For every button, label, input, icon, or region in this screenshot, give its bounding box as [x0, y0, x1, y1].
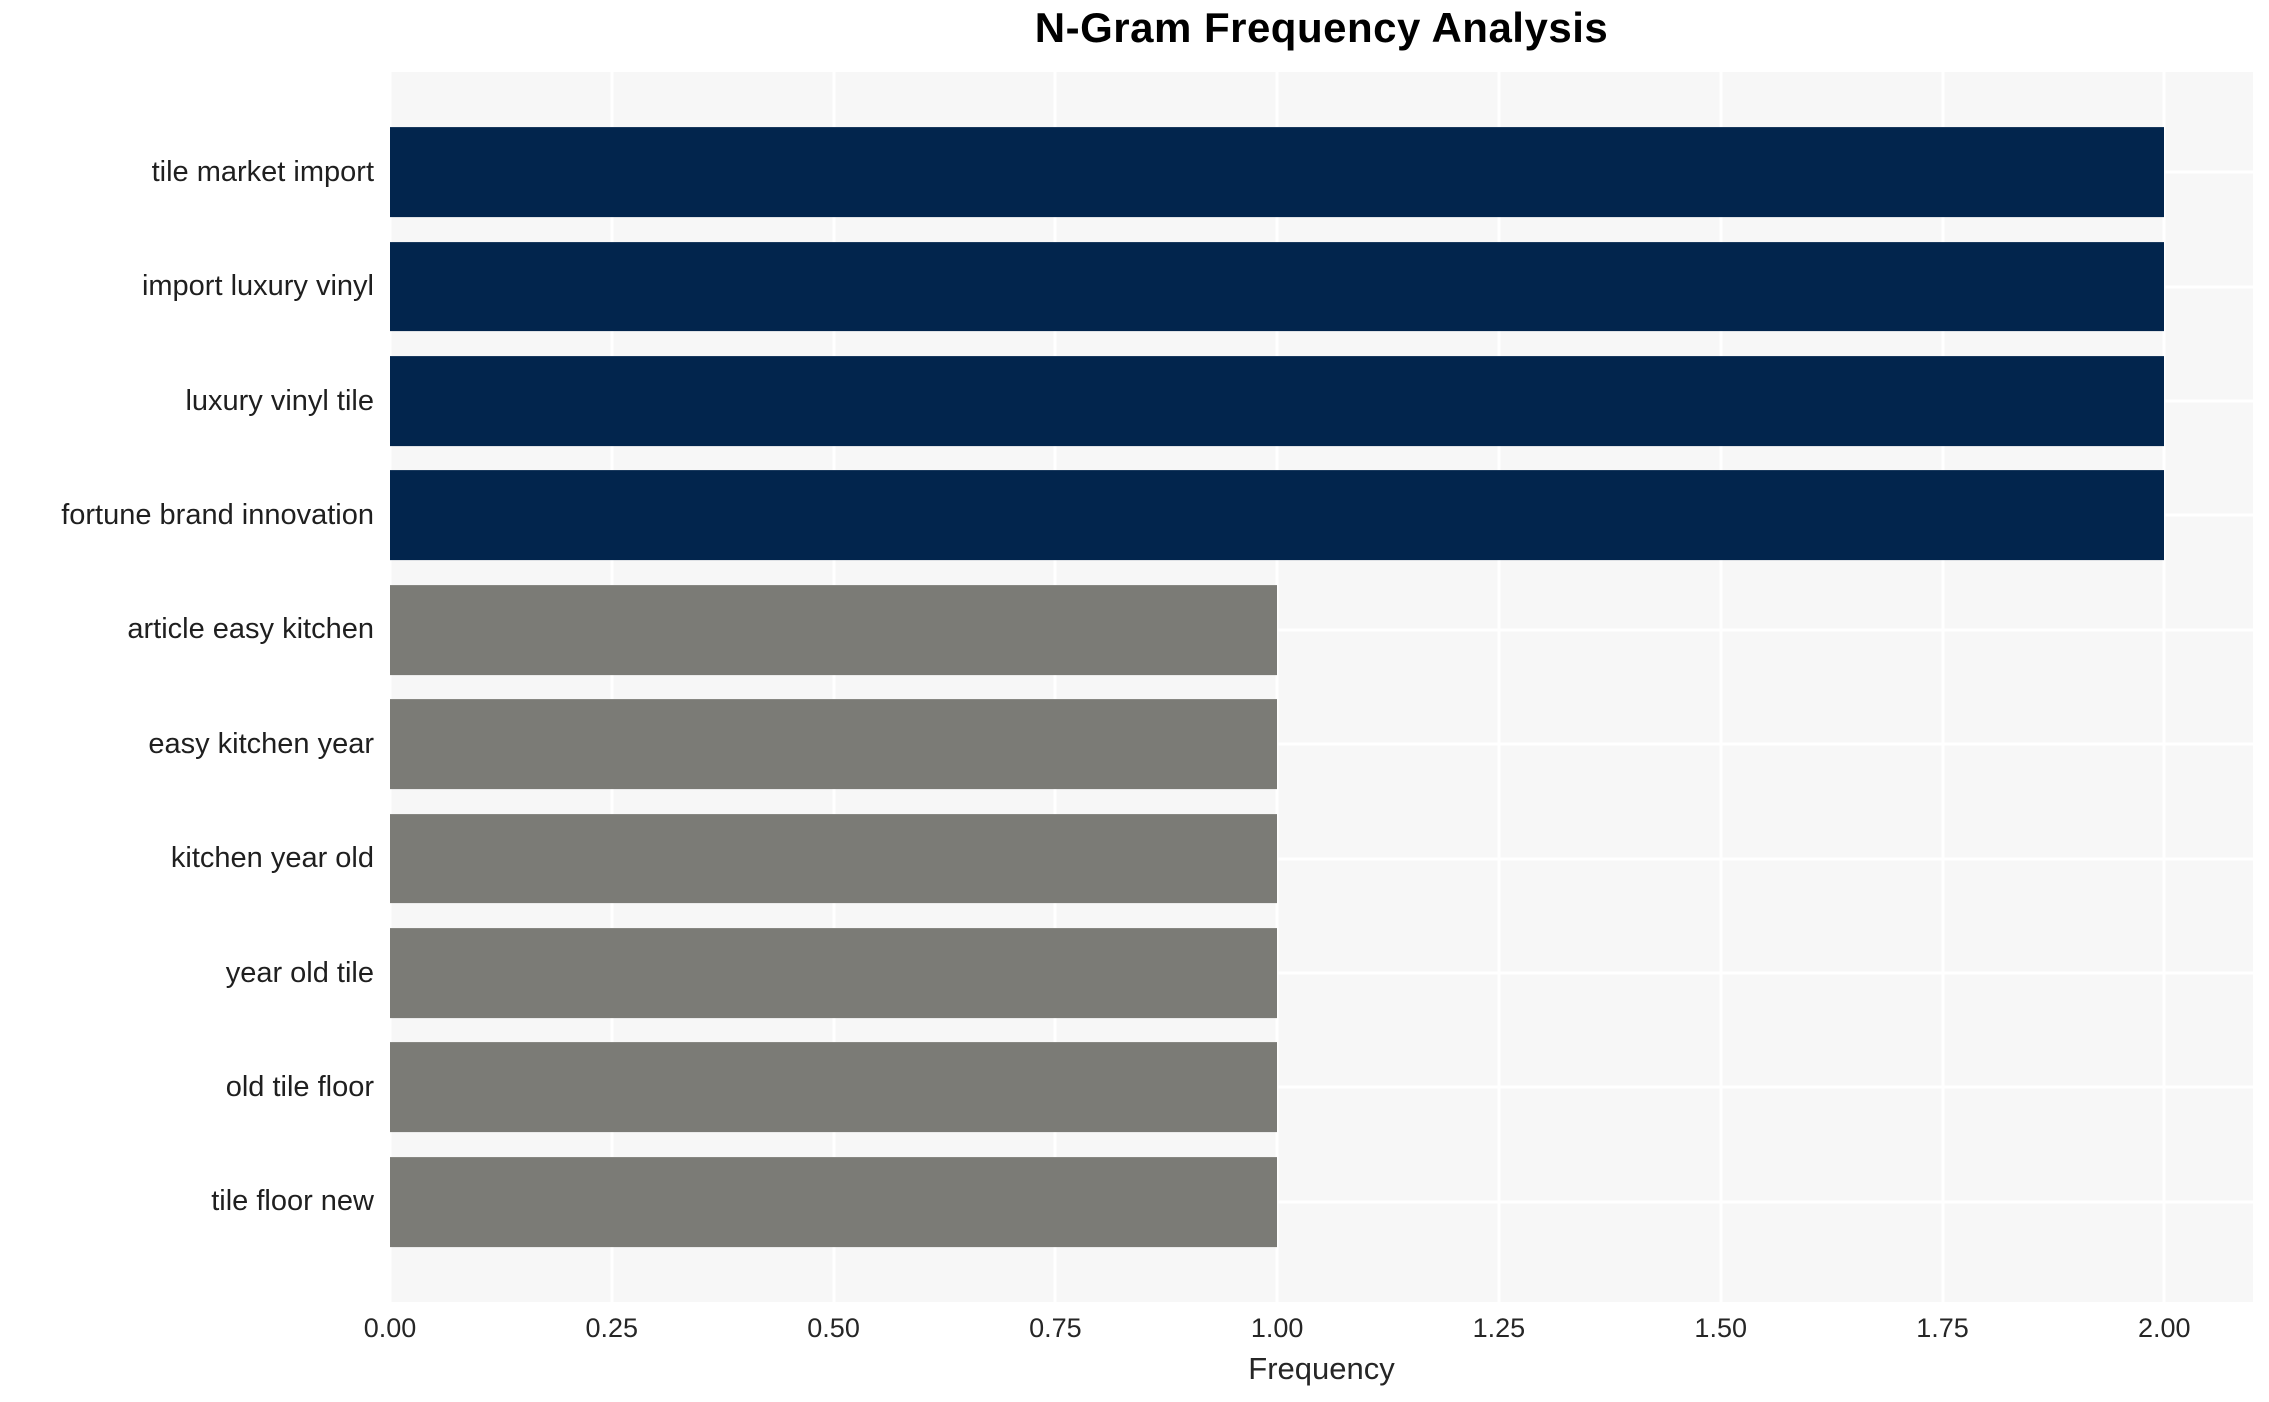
v-gridline: [1275, 72, 1279, 1302]
bar-row: [390, 1145, 2253, 1259]
v-gridline: [1053, 72, 1057, 1302]
v-gridline: [1941, 72, 1944, 1302]
plot-area: [388, 72, 2253, 1302]
x-axis-title: Frequency: [1248, 1351, 1395, 1386]
h-gridline: [390, 1085, 2253, 1089]
chart-title: N-Gram Frequency Analysis: [1034, 4, 1609, 51]
x-tick-label: 2.00: [2138, 1313, 2191, 1343]
x-tick-label: 0.00: [363, 1313, 417, 1343]
rows-container: [390, 115, 2253, 1259]
h-gridline: [390, 1200, 2253, 1204]
v-gridline: [1497, 72, 1501, 1302]
v-gridline: [2162, 72, 2166, 1302]
category-label: article easy kitchen: [127, 613, 374, 646]
frequency-bar: [390, 584, 1278, 675]
x-tick-label: 1.50: [1694, 1313, 1747, 1343]
category-label: old tile floor: [225, 1070, 374, 1103]
v-gridline: [1719, 72, 1723, 1302]
bar-row: [390, 115, 2253, 229]
category-label: import luxury vinyl: [141, 270, 374, 303]
category-label: fortune brand innovation: [61, 498, 374, 531]
category-label: tile market import: [151, 155, 374, 188]
bar-row: [390, 916, 2253, 1030]
frequency-bar: [390, 1042, 1278, 1133]
x-tick-label: 0.25: [585, 1313, 639, 1343]
h-gridline: [390, 857, 2253, 861]
h-gridline: [390, 628, 2253, 632]
x-tick-label: 1.75: [1916, 1313, 1969, 1343]
frequency-bar: [390, 699, 1278, 790]
x-axis-ticks: 0.00 0.25 0.50 0.75 1.00 1.25 1.50 1.75 2.00: [364, 1313, 2253, 1351]
x-tick-label: 0.50: [807, 1313, 860, 1343]
x-tick-label: 1.00: [1250, 1313, 1304, 1343]
v-gridline: [388, 72, 392, 1302]
gridline-layer: [388, 72, 2253, 1302]
category-label: tile floor new: [211, 1185, 374, 1218]
frequency-bar: [390, 356, 2165, 446]
bar-row: [390, 573, 2253, 687]
frequency-bar: [390, 127, 2165, 218]
bar-row: [390, 344, 2253, 458]
frequency-bar: [390, 813, 1278, 904]
category-label: luxury vinyl tile: [185, 384, 374, 417]
v-gridline: [832, 72, 836, 1302]
x-tick-label: 0.75: [1029, 1313, 1082, 1343]
h-gridline: [390, 742, 2253, 746]
frequency-bar: [390, 470, 2165, 561]
bar-row: [390, 458, 2253, 572]
frequency-bar: [390, 1156, 1278, 1247]
frequency-bar: [390, 241, 2165, 332]
category-label: kitchen year old: [170, 842, 374, 875]
v-gridline: [610, 72, 614, 1302]
bar-row: [390, 687, 2253, 801]
category-label: year old tile: [225, 956, 374, 989]
h-gridline: [390, 971, 2253, 975]
y-axis-labels: tile market import import luxury vinyl l…: [0, 115, 374, 1259]
category-label: easy kitchen year: [148, 727, 374, 760]
bar-row: [390, 1030, 2253, 1144]
frequency-bar: [390, 928, 1278, 1018]
bar-row: [390, 801, 2253, 915]
x-tick-label: 1.25: [1472, 1313, 1526, 1343]
bar-row: [390, 229, 2253, 343]
